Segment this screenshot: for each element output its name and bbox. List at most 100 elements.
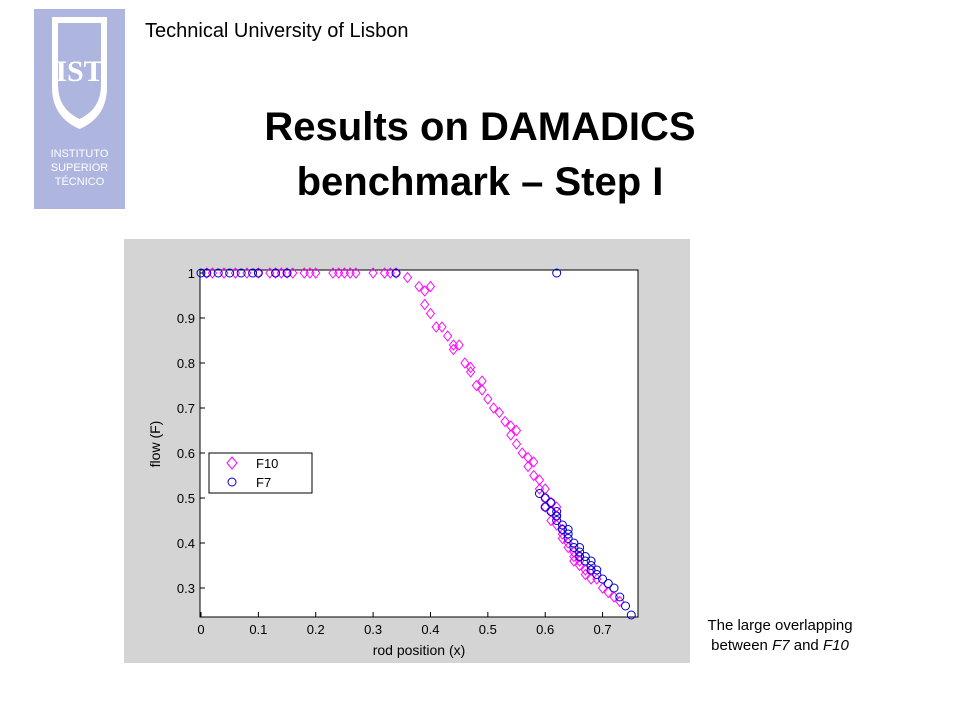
f7-point (552, 516, 562, 525)
logo-monogram: IST (55, 55, 103, 88)
f7-point (540, 502, 550, 512)
scatter-chart: 0 0.1 0.2 0.3 0.4 0.5 0.6 0.7 0.3 0.4 0.5 0.6 0.7 0.8… (124, 239, 690, 663)
logo-text-line1: INSTITUTO (51, 148, 109, 160)
f10-point (534, 474, 545, 486)
f7-point (575, 543, 585, 552)
f10-point (443, 330, 453, 342)
note-line1: The large overlapping (707, 617, 853, 634)
f7-point (575, 547, 585, 557)
f10-point (488, 402, 499, 414)
f10-point (425, 307, 436, 320)
f7-point (282, 268, 292, 278)
f10-point (368, 267, 378, 279)
f7-point (546, 507, 556, 516)
x-tick-label: 0.5 (479, 622, 497, 637)
f7-point (213, 268, 223, 278)
f7-point (575, 552, 585, 561)
note-f7: F7 (772, 637, 790, 654)
f10-point (351, 267, 361, 279)
f7-point (592, 565, 602, 575)
f7-point (253, 268, 263, 278)
y-tick-label: 0.5 (177, 491, 195, 506)
f10-point (460, 357, 470, 369)
f7-point (586, 565, 596, 575)
f10-point (511, 438, 522, 450)
y-tick-label: 0.7 (177, 401, 195, 416)
f7-point (621, 601, 631, 611)
ist-logo: IST INSTITUTO SUPERIOR TÉCNICO (34, 9, 125, 209)
x-tick-label: 0.2 (307, 622, 325, 637)
y-tick-label: 0.4 (177, 536, 195, 551)
f10-point (448, 343, 459, 356)
f7-point (569, 538, 579, 548)
logo-text-line3: TÉCNICO (55, 175, 105, 188)
x-tick-label: 0.7 (594, 622, 612, 637)
y-axis-label: flow (F) (147, 421, 163, 468)
f7-point (603, 579, 613, 588)
note-f10: F10 (822, 637, 849, 654)
f10-point (465, 361, 476, 374)
f7-point (609, 583, 619, 593)
f7-point (271, 268, 281, 278)
f10-point (511, 424, 522, 437)
note-line2-prefix: between (711, 637, 773, 654)
f7-point (534, 489, 544, 498)
f10-point (207, 267, 218, 279)
slide-title: Results on DAMADICS benchmark – Step I (200, 100, 760, 210)
f7-point (557, 520, 567, 530)
f10-point (420, 298, 430, 311)
f7-point (580, 556, 590, 566)
slide-title-line1: Results on DAMADICS (264, 105, 696, 149)
f7-point (563, 534, 573, 543)
f10-point (477, 384, 487, 396)
note-line2-mid: and (789, 637, 823, 654)
f10-point (506, 420, 516, 432)
f7-point (580, 552, 590, 561)
y-tick-label: 0.9 (177, 311, 195, 326)
f7-point (391, 268, 401, 278)
f10-point (523, 460, 533, 473)
f10-point (477, 375, 487, 387)
f10-point (523, 451, 533, 464)
f10-point (311, 267, 321, 279)
f10-point (219, 267, 229, 279)
f7-point (563, 525, 573, 534)
f10-point (494, 406, 504, 419)
f7-point (552, 268, 562, 278)
x-axis-label: rod position (x) (373, 642, 466, 658)
chart-frame: 0 0.1 0.2 0.3 0.4 0.5 0.6 0.7 0.3 0.4 0.5 0.6 0.7 0.8… (124, 239, 690, 663)
x-tick-label: 0.3 (364, 622, 382, 637)
f7-point (598, 574, 608, 584)
f7-point (569, 543, 579, 552)
f10-point (454, 339, 464, 351)
y-tick-label: 0.3 (177, 581, 195, 596)
f7-point (563, 529, 573, 539)
f10-point (609, 591, 619, 603)
f7-point (626, 610, 636, 620)
y-tick-label: 0.8 (177, 356, 195, 371)
f7-point (225, 268, 235, 278)
ist-logo-graphic: IST INSTITUTO SUPERIOR TÉCNICO (51, 17, 109, 188)
f10-point (437, 321, 447, 333)
legend-f10-label: F10 (256, 456, 278, 471)
legend: F10 F7 (208, 452, 313, 494)
f10-point (425, 280, 436, 293)
f10-point (288, 267, 298, 279)
f10-point (253, 267, 264, 279)
institution-name: Technical University of Lisbon (145, 20, 409, 42)
f10-point (420, 285, 430, 297)
f10-point (471, 379, 482, 392)
f10-point (242, 267, 252, 279)
legend-f7-marker (227, 477, 237, 487)
f7-point (196, 268, 206, 278)
f7-point (236, 268, 246, 278)
x-tick-label: 0 (197, 622, 204, 637)
f7-point (586, 561, 596, 570)
x-tick-label: 0.6 (536, 622, 554, 637)
f10-point (517, 447, 527, 459)
x-tick-label: 0.1 (249, 622, 267, 637)
y-tick-label: 0.6 (177, 446, 195, 461)
legend-box (208, 452, 313, 494)
f7-point (592, 570, 602, 579)
f10-point (230, 267, 241, 279)
